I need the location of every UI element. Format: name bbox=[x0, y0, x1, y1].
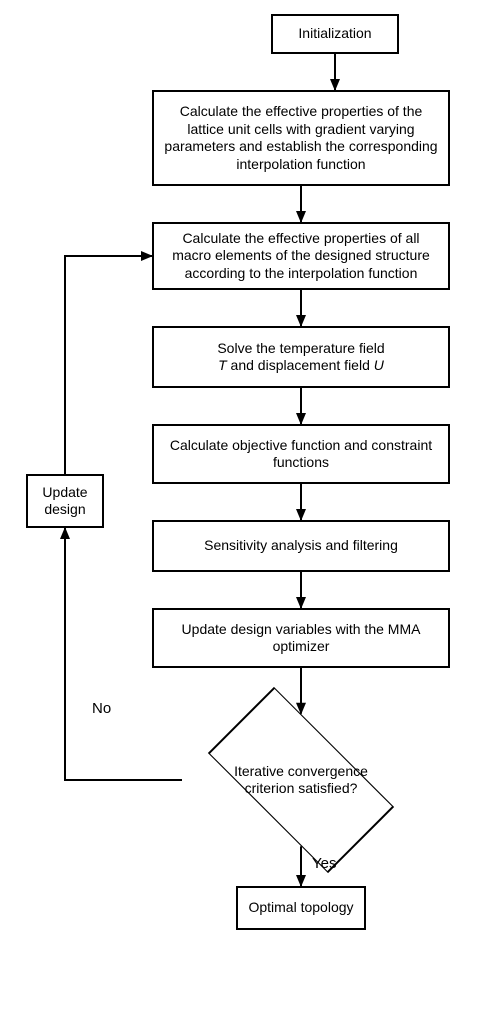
node-init-label: Initialization bbox=[298, 25, 371, 43]
node-calc-macro: Calculate the effective properties of al… bbox=[152, 222, 450, 290]
node-init: Initialization bbox=[271, 14, 399, 54]
node-sensitivity: Sensitivity analysis and filtering bbox=[152, 520, 450, 572]
node-objective-label: Calculate objective function and constra… bbox=[164, 437, 438, 472]
node-update-design: Updatedesign bbox=[26, 474, 104, 528]
label-no: No bbox=[92, 700, 111, 717]
decision-converge-label: Iterative convergencecriterion satisfied… bbox=[234, 763, 368, 797]
node-optimal-label: Optimal topology bbox=[248, 899, 353, 917]
node-calc-cells: Calculate the effective properties of th… bbox=[152, 90, 450, 186]
node-sensitivity-label: Sensitivity analysis and filtering bbox=[204, 537, 398, 555]
node-update-vars: Update design variables with the MMA opt… bbox=[152, 608, 450, 668]
node-solve-label: Solve the temperature fieldT and displac… bbox=[217, 340, 384, 375]
label-yes: Yes bbox=[312, 855, 336, 872]
node-update-design-label: Updatedesign bbox=[42, 484, 87, 519]
node-update-vars-label: Update design variables with the MMA opt… bbox=[164, 621, 438, 656]
node-objective: Calculate objective function and constra… bbox=[152, 424, 450, 484]
node-optimal: Optimal topology bbox=[236, 886, 366, 930]
node-solve: Solve the temperature fieldT and displac… bbox=[152, 326, 450, 388]
node-calc-cells-label: Calculate the effective properties of th… bbox=[164, 103, 438, 173]
decision-converge: Iterative convergencecriterion satisfied… bbox=[216, 695, 386, 865]
node-calc-macro-label: Calculate the effective properties of al… bbox=[164, 230, 438, 283]
